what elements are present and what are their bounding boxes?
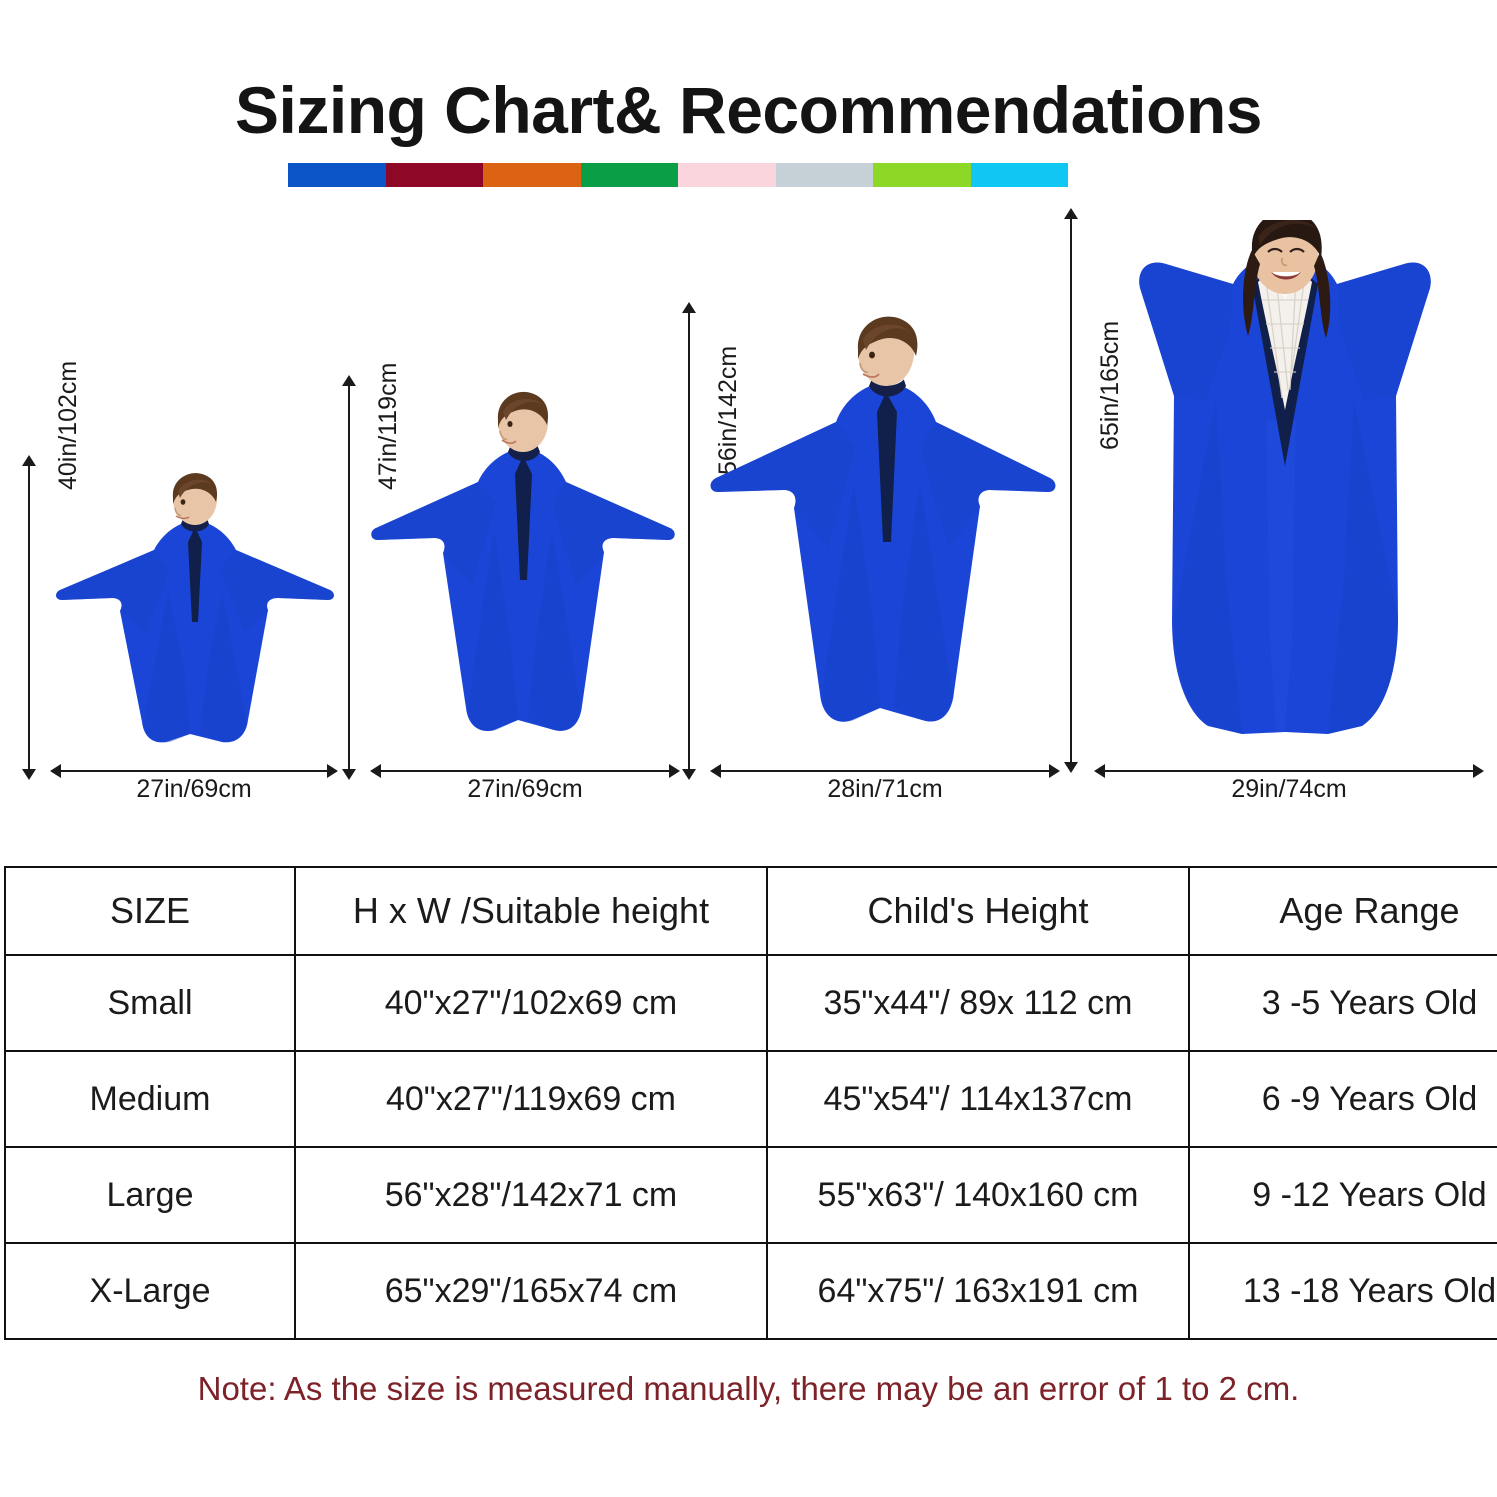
width-arrow-medium — [370, 764, 680, 778]
illustration-large — [710, 316, 1056, 722]
cell-ch-xlarge: 64"x75"/ 163x191 cm — [766, 1242, 1190, 1340]
column-header-childs-height: Child's Height — [766, 866, 1190, 956]
height-arrow-large — [682, 302, 696, 780]
width-label-large: 28in/71cm — [827, 775, 943, 803]
swatch-green — [580, 163, 678, 187]
swatch-blue — [288, 163, 386, 187]
swatch-cyan — [970, 163, 1068, 187]
cell-size-small: Small — [4, 954, 296, 1052]
cell-ch-medium: 45"x54"/ 114x137cm — [766, 1050, 1190, 1148]
sizing-table: SIZE H x W /Suitable height Child's Heig… — [4, 866, 1497, 1340]
header: Sizing Chart& Recommendations — [0, 0, 1497, 200]
width-arrow-small — [50, 764, 338, 778]
cell-age-small: 3 -5 Years Old — [1188, 954, 1497, 1052]
table-row: Small 40"x27"/102x69 cm 35"x44"/ 89x 112… — [4, 954, 1497, 1052]
table-header-row: SIZE H x W /Suitable height Child's Heig… — [4, 866, 1497, 956]
figure-medium: 47in/119cm 27in/69cm — [340, 360, 690, 803]
cell-ch-large: 55"x63"/ 140x160 cm — [766, 1146, 1190, 1244]
cell-age-large: 9 -12 Years Old — [1188, 1146, 1497, 1244]
table-row: Large 56"x28"/142x71 cm 55"x63"/ 140x160… — [4, 1146, 1497, 1244]
cell-ch-small: 35"x44"/ 89x 112 cm — [766, 954, 1190, 1052]
column-header-hw: H x W /Suitable height — [294, 866, 768, 956]
width-label-xlarge: 29in/74cm — [1231, 775, 1347, 803]
cell-size-medium: Medium — [4, 1050, 296, 1148]
figure-small: 40in/102cm 27in/69cm — [20, 361, 350, 803]
illustration-xlarge — [1139, 220, 1431, 734]
swatch-orange — [483, 163, 581, 187]
cell-hw-small: 40"x27"/102x69 cm — [294, 954, 768, 1052]
height-arrow-small — [22, 455, 36, 780]
cell-age-xlarge: 13 -18 Years Old — [1188, 1242, 1497, 1340]
height-arrow-medium — [342, 375, 356, 780]
cell-hw-medium: 40"x27"/119x69 cm — [294, 1050, 768, 1148]
swatch-dark-red — [385, 163, 483, 187]
cell-hw-large: 56"x28"/142x71 cm — [294, 1146, 768, 1244]
illustration-medium — [371, 391, 675, 732]
cell-size-xlarge: X-Large — [4, 1242, 296, 1340]
height-arrow-xlarge — [1064, 208, 1078, 773]
figure-large: 56in/142cm 28in/71cm — [680, 290, 1070, 803]
cell-age-medium: 6 -9 Years Old — [1188, 1050, 1497, 1148]
figure-xlarge: 65in/165cm 29in/74cm — [1060, 200, 1490, 803]
cell-size-large: Large — [4, 1146, 296, 1244]
swatch-lime — [873, 163, 971, 187]
width-arrow-large — [710, 764, 1060, 778]
measurement-note: Note: As the size is measured manually, … — [197, 1370, 1300, 1407]
width-label-small: 27in/69cm — [136, 775, 252, 803]
table-row: X-Large 65"x29"/165x74 cm 64"x75"/ 163x1… — [4, 1242, 1497, 1340]
width-label-medium: 27in/69cm — [467, 775, 583, 803]
swatch-pink — [678, 163, 776, 187]
column-header-age-range: Age Range — [1188, 866, 1497, 956]
width-arrow-xlarge — [1094, 764, 1484, 778]
table-row: Medium 40"x27"/119x69 cm 45"x54"/ 114x13… — [4, 1050, 1497, 1148]
page-title: Sizing Chart& Recommendations — [235, 73, 1262, 147]
color-swatch-bar — [288, 163, 1068, 187]
column-header-size: SIZE — [4, 866, 296, 956]
figure-row: 40in/102cm 27in/69cm 47in/119cm 2 — [0, 200, 1497, 803]
cell-hw-xlarge: 65"x29"/165x74 cm — [294, 1242, 768, 1340]
illustration-small — [56, 473, 334, 743]
swatch-light-gray — [775, 163, 873, 187]
